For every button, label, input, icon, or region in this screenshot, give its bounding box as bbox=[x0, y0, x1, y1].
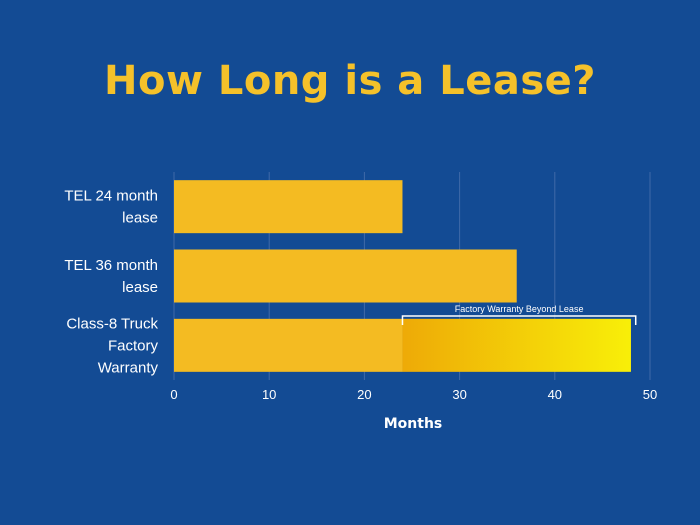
x-tick-label: 50 bbox=[643, 387, 657, 402]
annotation-bracket bbox=[401, 315, 637, 325]
category-label-line: Class-8 Truck bbox=[66, 315, 158, 332]
category-label-line: Factory bbox=[108, 337, 159, 354]
category-label-line: lease bbox=[122, 210, 158, 227]
chart-title: How Long is a Lease? bbox=[104, 58, 596, 104]
category-label-line: Warranty bbox=[98, 359, 159, 376]
category-label: Class-8 Truck Factory Warranty bbox=[66, 315, 158, 376]
x-axis-title: Months bbox=[384, 416, 443, 432]
category-label-line: lease bbox=[122, 279, 158, 296]
x-tick-label: 30 bbox=[452, 387, 466, 402]
bar bbox=[174, 180, 403, 234]
x-tick-label: 10 bbox=[262, 387, 276, 402]
annotation-label: Factory Warranty Beyond Lease bbox=[455, 304, 584, 314]
x-tick-label: 20 bbox=[357, 387, 371, 402]
bar-segment-lease-period bbox=[174, 318, 403, 372]
x-tick-label: 40 bbox=[548, 387, 562, 402]
x-tick-label: 0 bbox=[170, 387, 177, 402]
category-label: TEL 36 month lease bbox=[64, 257, 158, 296]
category-label: TEL 24 month lease bbox=[64, 188, 158, 227]
category-label-line: TEL 36 month bbox=[64, 257, 158, 274]
category-label-line: TEL 24 month bbox=[64, 188, 158, 205]
bar-segment-warranty-beyond-lease bbox=[402, 318, 631, 372]
bar bbox=[174, 249, 517, 303]
